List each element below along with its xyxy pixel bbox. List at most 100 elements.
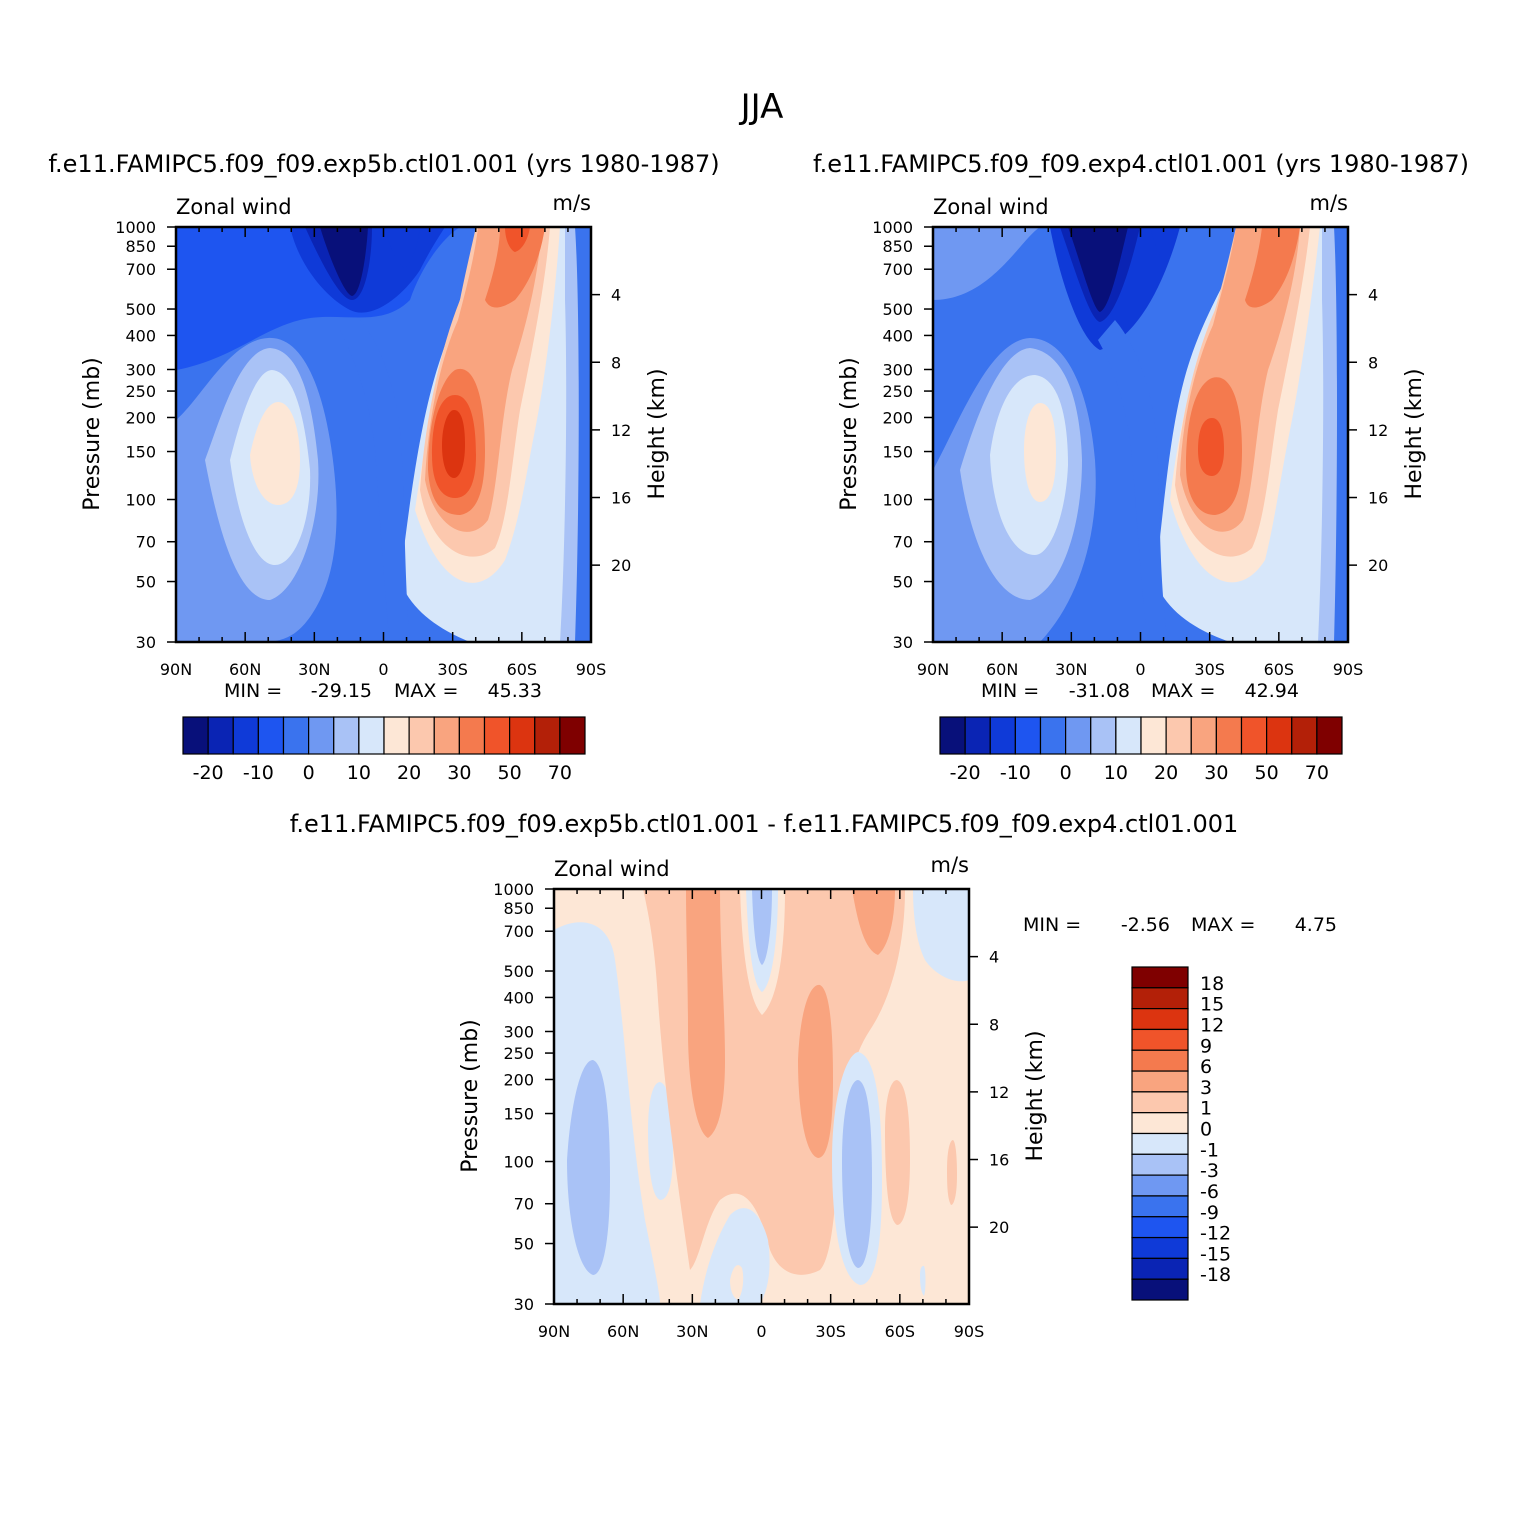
colorbar-label: 50 [1255, 762, 1279, 784]
x-tick-label: 0 [378, 660, 388, 679]
colorbar-box [232, 716, 259, 755]
contour-fill [752, 889, 772, 965]
colorbar-label: 12 [1200, 1014, 1224, 1036]
contour-fill [320, 227, 368, 296]
x-tick-label: 90N [160, 660, 192, 679]
y2-tick-label: 12 [989, 1083, 1009, 1102]
colorbar-box [1131, 1216, 1189, 1239]
colorbar-label: 6 [1200, 1056, 1212, 1078]
y-tick-label: 50 [514, 1235, 534, 1254]
colorbar-label: 20 [397, 762, 421, 784]
contour-fill [700, 1208, 770, 1304]
colorbar-label: 10 [347, 762, 371, 784]
colorbar-box [1131, 1091, 1189, 1114]
y-tick-label: 70 [893, 533, 913, 552]
y-tick-label: 700 [125, 260, 156, 279]
contour-fill [250, 402, 300, 505]
contour-fill [730, 1265, 744, 1300]
panel-3-y2label: Height (km) [1023, 1030, 1048, 1161]
y2-tick-label: 16 [989, 1151, 1009, 1170]
colorbar-box [308, 716, 335, 755]
panel-3-max-value: 4.75 [1295, 914, 1337, 936]
colorbar-box [1131, 1153, 1189, 1176]
colorbar-box [964, 716, 991, 755]
y-tick-label: 30 [514, 1295, 534, 1314]
panel-1-y2label: Height (km) [645, 368, 670, 499]
y2-tick-label: 16 [1368, 489, 1388, 508]
contour-fill [842, 1080, 872, 1268]
y-tick-label: 200 [503, 1070, 534, 1089]
y2-tick-label: 12 [611, 421, 631, 440]
colorbar-box [509, 716, 536, 755]
y-tick-label: 400 [882, 326, 913, 345]
panel-3-title: f.e11.FAMIPC5.f09_f09.exp5b.ctl01.001 - … [290, 810, 1239, 838]
y-tick-label: 1000 [872, 218, 913, 237]
x-tick-label: 30N [676, 1322, 708, 1341]
y2-tick-label: 4 [1368, 286, 1378, 305]
colorbar-label: 20 [1154, 762, 1178, 784]
y-tick-label: 850 [503, 899, 534, 918]
contour-fill [567, 1060, 610, 1275]
colorbar-box [939, 716, 966, 755]
y-tick-label: 70 [136, 533, 156, 552]
contour-fill [442, 410, 465, 478]
panel-3-left-string: Zonal wind [554, 857, 670, 881]
contour-fill [947, 1140, 957, 1205]
y2-tick-label: 12 [1368, 421, 1388, 440]
y-tick-label: 200 [125, 408, 156, 427]
panel-1: 90N 60N 30N 0 30S 60S 90S305070100150200250300… [80, 191, 670, 784]
colorbar-box [182, 716, 209, 755]
y-tick-label: 700 [882, 260, 913, 279]
y-tick-label: 300 [503, 1022, 534, 1041]
colorbar-box [1131, 1174, 1189, 1197]
colorbar-label: 1 [1200, 1098, 1212, 1120]
colorbar-label: 10 [1104, 762, 1128, 784]
colorbar-box [207, 716, 234, 755]
panel-2-axes: 90N 60N 30N 0 30S 60S 90S 30 50 70 100 150 200 250 300… [872, 218, 1388, 679]
colorbar-box [1014, 716, 1042, 755]
panel-3-units: m/s [931, 853, 969, 877]
y2-tick-label: 8 [611, 353, 621, 372]
colorbar-box [1131, 966, 1189, 989]
colorbar-box [282, 716, 310, 755]
y-tick-label: 850 [882, 237, 913, 256]
y2-tick-label: 20 [611, 556, 631, 575]
colorbar-label: -15 [1200, 1243, 1231, 1265]
colorbar-box [1131, 1236, 1189, 1259]
colorbar-box [1131, 1257, 1189, 1280]
colorbar-box [1131, 987, 1189, 1010]
colorbar-label: -20 [193, 762, 224, 784]
x-tick-label: 60S [507, 660, 538, 679]
colorbar-box [1190, 716, 1217, 755]
colorbar-label: 15 [1200, 994, 1224, 1016]
panel-2-min-value: -31.08 [1069, 680, 1130, 702]
contour-fill [1024, 403, 1056, 502]
colorbar-box [1165, 716, 1192, 755]
colorbar-label: 3 [1200, 1077, 1212, 1099]
y-tick-label: 150 [503, 1105, 534, 1124]
colorbar-label: 9 [1200, 1035, 1212, 1057]
colorbar-label: -12 [1200, 1223, 1231, 1245]
contour-fill [385, 227, 420, 268]
colorbar-label: -20 [950, 762, 981, 784]
colorbar-label: 30 [447, 762, 471, 784]
y-tick-label: 500 [125, 300, 156, 319]
x-tick-label: 30S [815, 1322, 846, 1341]
panel-1-min-label: MIN = [224, 680, 282, 702]
colorbar-box [483, 716, 511, 755]
contour-fill [1198, 418, 1224, 476]
colorbar-box [1266, 716, 1293, 755]
panel-2-colorbar: -20 -10 0 10 20 30 50 70 [939, 716, 1343, 784]
colorbar-box [1115, 716, 1142, 755]
y-tick-label: 1000 [115, 218, 156, 237]
y-tick-label: 250 [503, 1044, 534, 1063]
contour-fill [340, 320, 410, 642]
x-tick-label: 90S [954, 1322, 985, 1341]
colorbar-box [333, 716, 360, 755]
y-tick-label: 100 [503, 1153, 534, 1172]
y2-tick-label: 8 [1368, 353, 1378, 372]
x-tick-label: 90N [917, 660, 949, 679]
y-tick-label: 30 [893, 633, 913, 652]
panel-1-left-string: Zonal wind [176, 195, 292, 219]
